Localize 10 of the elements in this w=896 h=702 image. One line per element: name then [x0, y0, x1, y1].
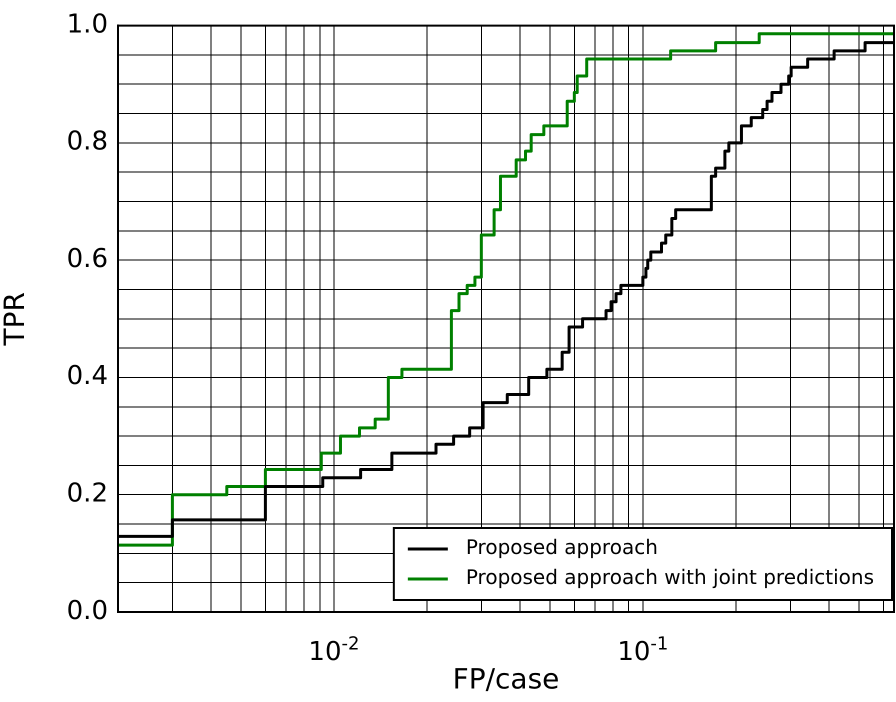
y-tick-label: 0.8: [66, 126, 108, 157]
y-axis-title: TPR: [0, 292, 32, 347]
x-axis-title: FP/case: [452, 662, 560, 696]
y-tick-label: 0.0: [66, 596, 108, 626]
y-tick-label: 0.6: [66, 244, 108, 274]
y-tick-label: 1.0: [66, 9, 108, 40]
legend-label: Proposed approach: [466, 535, 658, 560]
legend-label: Proposed approach with joint predictions: [466, 565, 874, 590]
y-tick-label: 0.4: [66, 361, 108, 392]
y-tick-label: 0.2: [66, 478, 108, 508]
